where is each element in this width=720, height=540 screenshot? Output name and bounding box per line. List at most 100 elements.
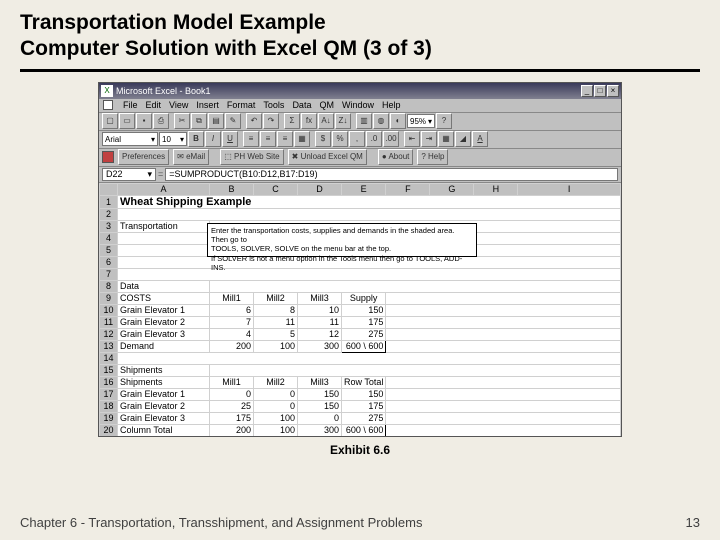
currency-icon[interactable]: $ xyxy=(315,131,331,147)
help-icon[interactable]: ? xyxy=(436,113,452,129)
cell[interactable]: Grain Elevator 2 xyxy=(118,400,210,412)
col-F[interactable]: F xyxy=(386,183,430,195)
minimize-button[interactable]: _ xyxy=(581,85,593,97)
cell[interactable]: 175 xyxy=(342,316,386,328)
cell[interactable]: 0 xyxy=(210,388,254,400)
cell[interactable]: 600 \ 600 xyxy=(342,340,386,352)
menu-data[interactable]: Data xyxy=(292,100,311,110)
cell[interactable]: 150 xyxy=(342,388,386,400)
font-size-select[interactable]: 10▾ xyxy=(159,132,187,146)
sort-asc-icon[interactable]: A↓ xyxy=(318,113,334,129)
menu-edit[interactable]: Edit xyxy=(146,100,162,110)
col-G[interactable]: G xyxy=(430,183,474,195)
cell[interactable]: COSTS xyxy=(118,292,210,304)
font-color-icon[interactable]: A xyxy=(472,131,488,147)
cell[interactable]: Grain Elevator 1 xyxy=(118,388,210,400)
unload-button[interactable]: ✖ Unload Excel QM xyxy=(288,149,367,165)
cell[interactable]: 300 xyxy=(298,424,342,436)
fill-color-icon[interactable]: ◢ xyxy=(455,131,471,147)
close-button[interactable]: × xyxy=(607,85,619,97)
maximize-button[interactable]: □ xyxy=(594,85,606,97)
menu-qm[interactable]: QM xyxy=(319,100,334,110)
inc-decimal-icon[interactable]: .0 xyxy=(366,131,382,147)
cell[interactable]: Shipments xyxy=(118,364,210,376)
cell[interactable]: Mill3 xyxy=(298,292,342,304)
about-button[interactable]: ● About xyxy=(378,149,414,165)
cell[interactable]: Shipments xyxy=(118,376,210,388)
col-D[interactable]: D xyxy=(298,183,342,195)
cell[interactable]: Mill2 xyxy=(254,376,298,388)
dec-indent-icon[interactable]: ⇤ xyxy=(404,131,420,147)
italic-icon[interactable]: I xyxy=(205,131,221,147)
align-left-icon[interactable]: ≡ xyxy=(243,131,259,147)
preferences-button[interactable]: Preferences xyxy=(118,149,169,165)
align-right-icon[interactable]: ≡ xyxy=(277,131,293,147)
cell[interactable]: Mill2 xyxy=(254,292,298,304)
underline-icon[interactable]: U xyxy=(222,131,238,147)
align-center-icon[interactable]: ≡ xyxy=(260,131,276,147)
col-E[interactable]: E xyxy=(342,183,386,195)
sort-desc-icon[interactable]: Z↓ xyxy=(335,113,351,129)
cell[interactable]: 150 xyxy=(298,388,342,400)
cell[interactable]: 175 xyxy=(210,412,254,424)
cell[interactable]: 0 xyxy=(254,400,298,412)
borders-icon[interactable]: ▦ xyxy=(438,131,454,147)
cell[interactable]: Grain Elevator 3 xyxy=(118,328,210,340)
cell[interactable]: 100 xyxy=(254,412,298,424)
cell-modeltype[interactable]: Transportation xyxy=(118,220,210,232)
cell[interactable]: 150 xyxy=(298,400,342,412)
col-H[interactable]: H xyxy=(474,183,518,195)
menu-tools[interactable]: Tools xyxy=(263,100,284,110)
save-icon[interactable]: ▪ xyxy=(136,113,152,129)
cell[interactable]: Mill1 xyxy=(210,376,254,388)
format-painter-icon[interactable]: ✎ xyxy=(225,113,241,129)
cell[interactable]: 11 xyxy=(254,316,298,328)
col-A[interactable]: A xyxy=(118,183,210,195)
email-button[interactable]: ✉ eMail xyxy=(173,149,209,165)
cell[interactable]: 6 xyxy=(210,304,254,316)
inc-indent-icon[interactable]: ⇥ xyxy=(421,131,437,147)
paste-icon[interactable]: ▤ xyxy=(208,113,224,129)
cell-data-label[interactable]: Data xyxy=(118,280,210,292)
map-icon[interactable]: ◍ xyxy=(373,113,389,129)
cell[interactable]: Mill1 xyxy=(210,292,254,304)
cell[interactable]: Grain Elevator 3 xyxy=(118,412,210,424)
percent-icon[interactable]: % xyxy=(332,131,348,147)
autosum-icon[interactable]: Σ xyxy=(284,113,300,129)
menu-window[interactable]: Window xyxy=(342,100,374,110)
cell-title[interactable]: Wheat Shipping Example xyxy=(118,195,621,208)
cell[interactable]: 100 xyxy=(254,424,298,436)
cell[interactable]: 150 xyxy=(342,304,386,316)
menu-format[interactable]: Format xyxy=(227,100,256,110)
cell[interactable]: Grain Elevator 1 xyxy=(118,304,210,316)
cell[interactable]: 300 xyxy=(298,340,342,352)
font-select[interactable]: Arial▾ xyxy=(102,132,158,146)
cell[interactable]: Supply xyxy=(342,292,386,304)
cell[interactable]: Row Total xyxy=(342,376,386,388)
drawing-icon[interactable]: ◐ xyxy=(390,113,406,129)
cell[interactable]: 8 xyxy=(254,304,298,316)
col-C[interactable]: C xyxy=(254,183,298,195)
cell[interactable]: 4 xyxy=(210,328,254,340)
merge-icon[interactable]: ▦ xyxy=(294,131,310,147)
cell[interactable]: 0 xyxy=(254,388,298,400)
menu-insert[interactable]: Insert xyxy=(196,100,219,110)
col-I[interactable]: I xyxy=(518,183,621,195)
cell[interactable]: 7 xyxy=(210,316,254,328)
new-icon[interactable]: ▢ xyxy=(102,113,118,129)
formula-input[interactable]: =SUMPRODUCT(B10:D12,B17:D19) xyxy=(165,168,618,181)
dec-decimal-icon[interactable]: .00 xyxy=(383,131,399,147)
comma-icon[interactable]: , xyxy=(349,131,365,147)
cell[interactable]: 100 xyxy=(254,340,298,352)
cell[interactable]: 600 \ 600 xyxy=(342,424,386,436)
worksheet[interactable]: A B C D E F G H I 1Wheat Shipping Exampl… xyxy=(99,183,621,436)
cell[interactable]: 5 xyxy=(254,328,298,340)
open-icon[interactable]: ▭ xyxy=(119,113,135,129)
select-all[interactable] xyxy=(100,183,118,195)
zoom-select[interactable]: 95%▾ xyxy=(407,114,435,128)
cell[interactable]: Demand xyxy=(118,340,210,352)
cell[interactable]: 10 xyxy=(298,304,342,316)
qmhelp-button[interactable]: ? Help xyxy=(417,149,448,165)
cell[interactable]: 12 xyxy=(298,328,342,340)
copy-icon[interactable]: ⧉ xyxy=(191,113,207,129)
